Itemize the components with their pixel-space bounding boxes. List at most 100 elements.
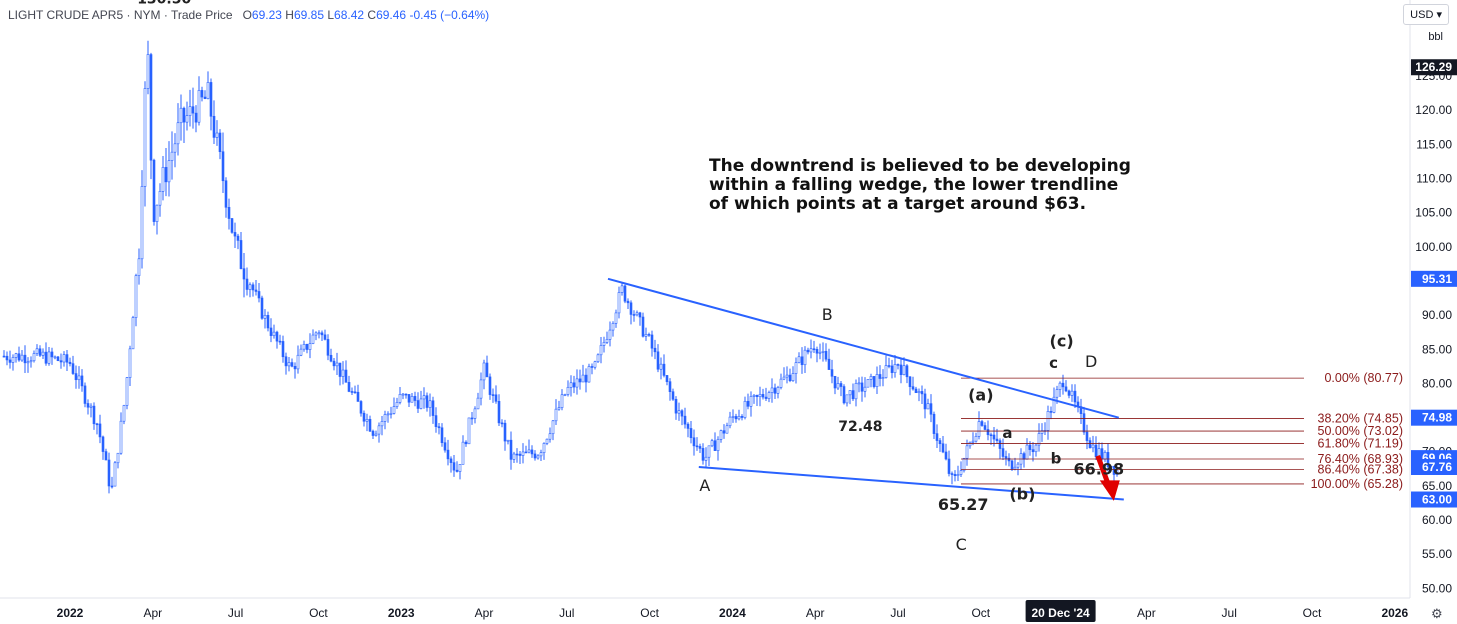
candle-body [725,425,729,434]
candle-body [131,317,135,350]
candle-body [758,394,762,397]
candle-body [257,291,261,299]
candle-body [626,300,630,304]
change-value: -0.45 (−0.64%) [409,8,490,22]
candle-body [500,422,504,425]
candle-body [608,329,612,340]
wave-label: 65.27 [938,495,989,514]
candle-body [212,115,216,138]
time-tick-label: 2022 [57,606,84,620]
candle-body [1010,460,1014,470]
candle-body [788,374,792,381]
candle-body [482,362,486,381]
candle-body [635,312,639,316]
candle-body [518,453,522,456]
candle-body [515,453,519,456]
candle-body [125,377,129,406]
candle-body [815,349,819,354]
candle-body [773,387,777,394]
currency-button[interactable]: USD ▾ [1403,4,1449,25]
candle-body [770,387,774,393]
candle-body [971,440,975,443]
candle-body [986,429,990,436]
candle-body [1112,465,1116,475]
candle-body [992,434,996,440]
candle-body [398,394,402,403]
candle-body [797,356,801,363]
symbol-name[interactable]: LIGHT CRUDE APR5 [8,8,124,22]
candle-body [701,448,705,461]
candle-body [464,441,468,445]
candle-body [521,451,525,456]
wedge-trendlines[interactable] [607,277,1124,501]
candle-body [884,365,888,378]
candle-body [569,382,573,388]
candle-body [1025,444,1029,460]
time-tick-label: 2023 [388,606,415,620]
candle-body [578,378,582,383]
candle-body [1046,411,1050,431]
wedge-upper-line[interactable] [607,277,1120,419]
candle-body [8,359,12,363]
candle-body [254,289,258,292]
candle-body [695,445,699,448]
candle-body [194,112,198,123]
candle-body [827,358,831,370]
candle-body [158,191,162,206]
candle-body [746,400,750,407]
wedge-lower-line[interactable] [698,466,1124,501]
candle-body [644,334,648,337]
candle-body [887,365,891,367]
candle-body [17,353,21,361]
candle-body [62,354,66,363]
gear-icon[interactable]: ⚙ [1431,606,1443,621]
candle-body [350,391,354,393]
candle-body [218,132,222,153]
price-tick-label: 115.00 [1416,137,1452,151]
candle-body [575,378,579,388]
price-axis[interactable]: 50.0055.0060.0065.0070.0075.0080.0085.00… [1409,0,1457,598]
target-arrow-icon [1099,480,1120,501]
candle-body [182,107,186,123]
time-tick-label: Apr [475,606,494,620]
fibonacci-retracement[interactable]: 0.00% (80.77) 38.20% (74.85)50.00% (73.02… [961,371,1403,491]
candle-body [1052,396,1056,413]
time-tick-label: Oct [309,606,328,620]
candle-body [467,417,471,445]
candle-body [503,422,507,442]
wave-label: (b) [1009,485,1035,504]
candle-body [617,292,621,314]
candle-body [203,96,207,99]
candle-body [20,354,24,361]
candle-body [650,334,654,349]
candle-body [920,391,924,395]
candle-body [800,356,804,366]
candle-body [113,462,117,487]
candle-body [329,354,333,362]
candle-body [1115,469,1119,475]
candle-body [230,218,234,233]
candle-body [1109,465,1113,468]
close-label: C [367,8,377,22]
candle-body [326,339,330,356]
time-tick-label: Jul [559,606,574,620]
candle-body [1088,440,1092,449]
candle-body [707,445,711,458]
time-tick-label: Apr [806,606,825,620]
candle-body [89,405,93,408]
price-badge [1411,409,1457,426]
candle-body [206,82,210,99]
time-axis[interactable]: 2022 Apr Jul Oct 2023 Apr Jul Oct 2024 Apr Jul Oct 2… [0,597,1410,622]
candle-body [989,434,993,437]
candle-body [224,180,228,208]
candle-body [59,360,63,363]
candle-body [386,413,390,416]
candle-body [791,373,795,381]
candle-body [587,366,591,383]
candle-body [149,54,153,161]
candle-body [437,426,441,429]
candle-body [875,374,879,387]
unit-button[interactable]: bbl [1422,28,1449,46]
candle-body [539,452,543,457]
